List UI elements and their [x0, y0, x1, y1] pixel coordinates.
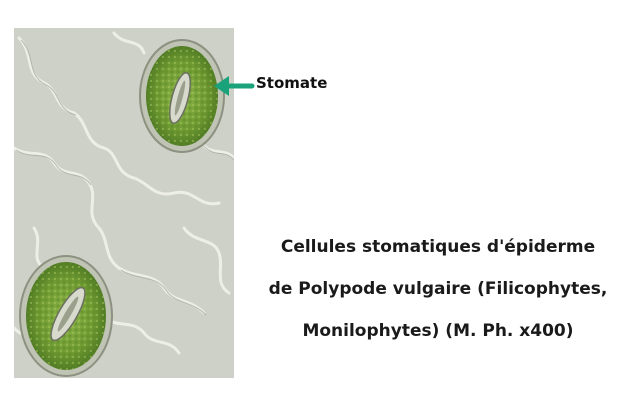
- stomate-label: Stomate: [256, 74, 328, 92]
- figure-caption: Cellules stomatiques d'épiderme de Polyp…: [246, 226, 630, 352]
- caption-line-1: Cellules stomatiques d'épiderme: [280, 237, 596, 257]
- micrograph-image: [14, 28, 234, 378]
- stomate-lower: [19, 255, 113, 377]
- arrow-left-icon: [214, 76, 255, 96]
- caption-line-2: de Polypode vulgaire (Filicophytes,: [268, 279, 608, 299]
- stomate-upper: [139, 39, 225, 153]
- caption-line-3: Monilophytes) (M. Ph. x400): [302, 321, 574, 341]
